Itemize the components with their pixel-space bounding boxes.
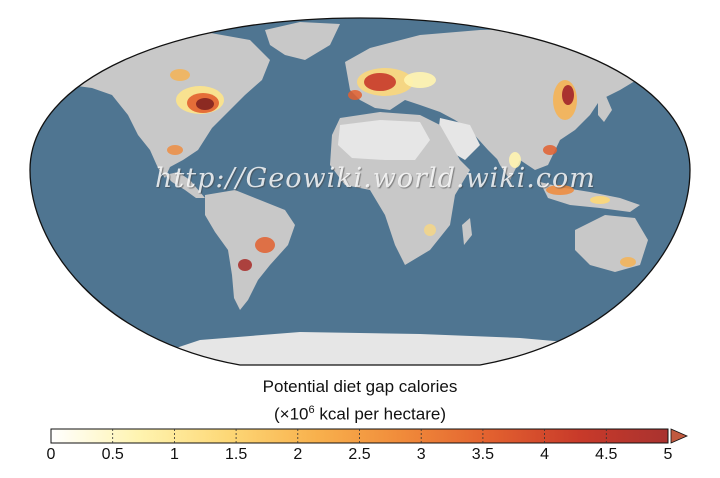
legend-unit-prefix: (×10 — [274, 404, 309, 424]
madagascar — [462, 218, 472, 245]
legend-unit-exponent: 6 — [308, 404, 315, 416]
colorbar-overflow-arrow — [670, 428, 688, 444]
greenland — [265, 22, 340, 60]
colorbar-tick-label: 0 — [46, 446, 56, 463]
new-zealand — [665, 262, 675, 288]
colorbar — [50, 428, 688, 444]
legend-title-line1: Potential diet gap calories — [262, 377, 458, 396]
colorbar-tick-label: 5 — [663, 446, 673, 463]
colorbar-tick-label: 1 — [169, 446, 179, 463]
world-map — [29, 17, 691, 366]
colorbar-tick-label: 3.5 — [471, 446, 495, 463]
colorbar-tick-label: 0.5 — [101, 446, 124, 463]
eurasia — [345, 28, 680, 170]
south-america — [205, 190, 295, 310]
north-america — [60, 32, 270, 178]
diet-gap-hotspots — [167, 68, 636, 271]
colorbar-tick-label: 3 — [416, 446, 426, 463]
colorbar-tick-label: 1.5 — [224, 446, 248, 463]
map-frame — [29, 17, 691, 366]
colorbar-tick-label: 2.5 — [348, 446, 371, 463]
central-america — [165, 172, 205, 198]
legend-title-line2: (×106 kcal per hectare) — [0, 400, 720, 425]
colorbar-tick-label: 4 — [540, 446, 550, 463]
japan — [598, 96, 612, 122]
colorbar-gradient — [50, 428, 669, 444]
colorbar-tick-label: 2 — [293, 446, 303, 463]
watermark-text: http://Geowiki.world.wiki.com — [155, 163, 596, 194]
sahara — [338, 120, 430, 160]
legend-unit-suffix: kcal per hectare) — [314, 404, 446, 424]
colorbar-tick-label: 4.5 — [595, 446, 618, 463]
